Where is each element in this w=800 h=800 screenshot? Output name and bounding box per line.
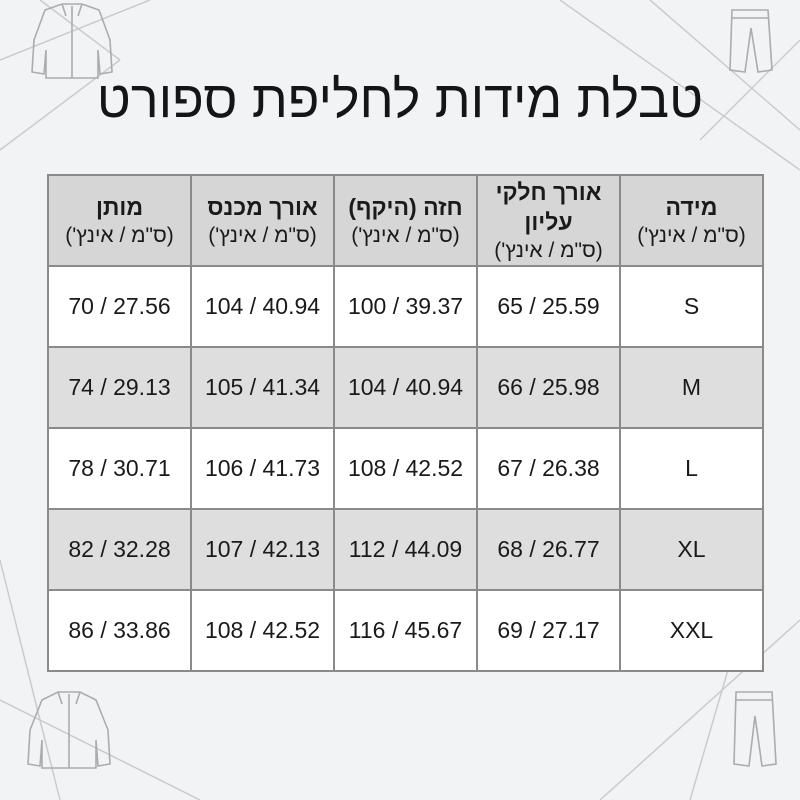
column-label: חזה (היקף)	[348, 193, 463, 220]
table-cell: 106 / 41.73	[190, 427, 335, 510]
column-unit: (ס"מ / אינץ')	[494, 238, 603, 262]
column-unit: (ס"מ / אינץ')	[65, 223, 174, 247]
table-cell: 68 / 26.77	[476, 508, 621, 591]
jacket-icon	[27, 691, 111, 769]
column-header-chest: חזה (היקף) (ס"מ / אינץ')	[333, 174, 478, 267]
column-unit: (ס"מ / אינץ')	[637, 223, 746, 247]
pants-icon	[729, 9, 773, 73]
column-header-waist: מותן (ס"מ / אינץ')	[47, 174, 192, 267]
table-cell: L	[619, 427, 764, 510]
column-label: מותן	[95, 193, 144, 220]
table-cell: 108 / 42.52	[333, 427, 478, 510]
table-cell: 86 / 33.86	[47, 589, 192, 672]
table-cell: 65 / 25.59	[476, 265, 621, 348]
table-cell: 69 / 27.17	[476, 589, 621, 672]
column-unit: (ס"מ / אינץ')	[208, 223, 317, 247]
table-row: XXL 69 / 27.17 116 / 45.67 108 / 42.52 8…	[47, 589, 764, 672]
column-label: אורך חלקי עליון	[495, 178, 602, 235]
column-header-pants-length: אורך מכנס (ס"מ / אינץ')	[190, 174, 335, 267]
table-cell: 66 / 25.98	[476, 346, 621, 429]
table-cell: 104 / 40.94	[333, 346, 478, 429]
column-header-size: מידה (ס"מ / אינץ')	[619, 174, 764, 267]
column-unit: (ס"מ / אינץ')	[351, 223, 460, 247]
table-cell: 100 / 39.37	[333, 265, 478, 348]
column-label: מידה	[665, 193, 718, 220]
table-cell: 108 / 42.52	[190, 589, 335, 672]
size-table: מידה (ס"מ / אינץ') אורך חלקי עליון (ס"מ / …	[47, 174, 764, 672]
column-label: אורך מכנס	[207, 193, 318, 220]
table-cell: XL	[619, 508, 764, 591]
table-cell: 112 / 44.09	[333, 508, 478, 591]
table-cell: 107 / 42.13	[190, 508, 335, 591]
table-cell: 78 / 30.71	[47, 427, 192, 510]
page-title: טבלת מידות לחליפת ספורט	[96, 71, 704, 129]
table-cell: 82 / 32.28	[47, 508, 192, 591]
table-cell: 116 / 45.67	[333, 589, 478, 672]
table-row: S 65 / 25.59 100 / 39.37 104 / 40.94 70 …	[47, 265, 764, 348]
table-cell: 104 / 40.94	[190, 265, 335, 348]
jacket-icon	[31, 3, 113, 79]
table-cell: 74 / 29.13	[47, 346, 192, 429]
pants-icon	[733, 691, 777, 767]
table-row: XL 68 / 26.77 112 / 44.09 107 / 42.13 82…	[47, 508, 764, 591]
table-row: M 66 / 25.98 104 / 40.94 105 / 41.34 74 …	[47, 346, 764, 429]
table-header-row: מידה (ס"מ / אינץ') אורך חלקי עליון (ס"מ / …	[47, 174, 764, 267]
table-cell: 70 / 27.56	[47, 265, 192, 348]
table-cell: 67 / 26.38	[476, 427, 621, 510]
table-cell: XXL	[619, 589, 764, 672]
table-row: L 67 / 26.38 108 / 42.52 106 / 41.73 78 …	[47, 427, 764, 510]
table-cell: S	[619, 265, 764, 348]
table-cell: 105 / 41.34	[190, 346, 335, 429]
table-cell: M	[619, 346, 764, 429]
column-header-top-length: אורך חלקי עליון (ס"מ / אינץ')	[476, 174, 621, 267]
